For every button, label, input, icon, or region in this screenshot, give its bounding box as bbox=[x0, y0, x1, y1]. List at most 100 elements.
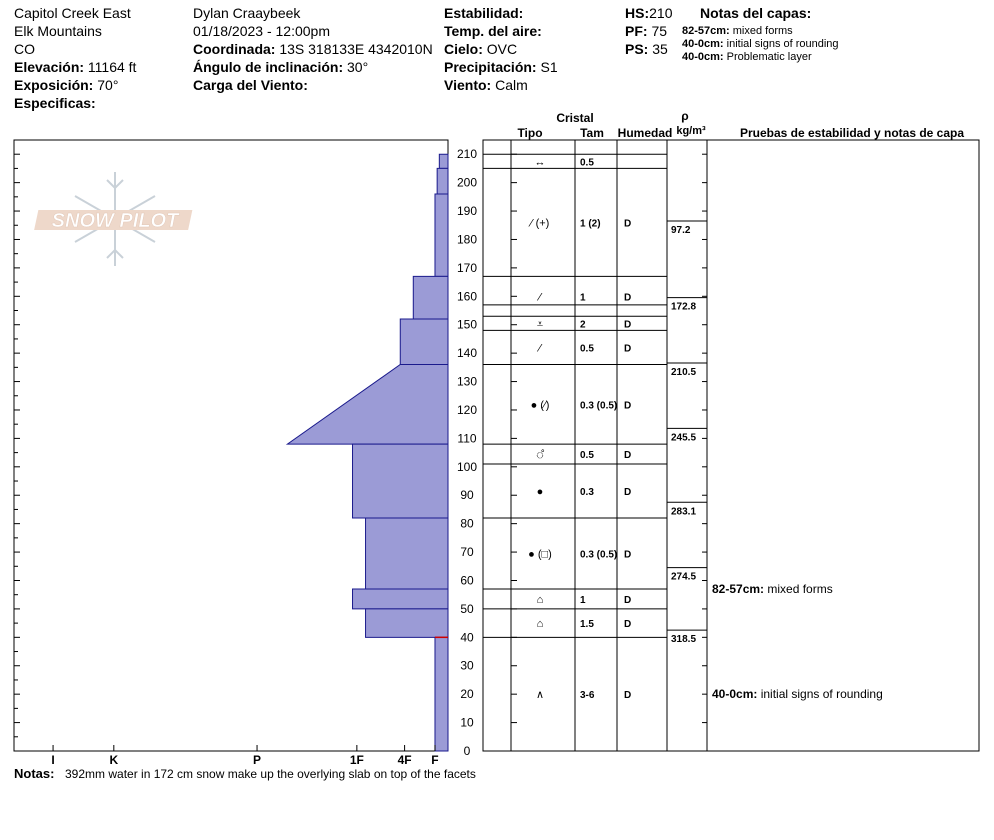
layer-type: ∧ bbox=[536, 689, 544, 701]
col-rho: ρ bbox=[681, 109, 688, 123]
depth-label: 40 bbox=[460, 630, 474, 644]
depth-label: 60 bbox=[460, 573, 474, 587]
layer-moisture: D bbox=[624, 218, 631, 229]
notes-label: Notas: bbox=[14, 766, 54, 781]
density-value: 210.5 bbox=[671, 367, 696, 378]
observer: Dylan Craaybeek bbox=[193, 5, 301, 21]
depth-label: 20 bbox=[460, 687, 474, 701]
depth-label: 0 bbox=[464, 744, 471, 758]
test-note-range: 40-0cm: bbox=[712, 687, 761, 701]
layer-note: 40-0cm: initial signs of rounding bbox=[682, 38, 839, 50]
hardness-label: 4F bbox=[398, 753, 412, 767]
location: Capitol Creek East bbox=[14, 5, 131, 21]
layer-note: 82-57cm: mixed forms bbox=[682, 25, 793, 37]
header-col3: Estabilidad: Temp. del aire: Cielo: OVC … bbox=[444, 4, 558, 94]
depth-label: 160 bbox=[457, 289, 477, 303]
hardness-segment bbox=[352, 443, 449, 519]
depth-label: 110 bbox=[457, 431, 476, 445]
layer-moisture: D bbox=[624, 319, 631, 330]
layer-moisture: D bbox=[624, 450, 631, 461]
layer-size: 2 bbox=[580, 319, 586, 330]
depth-label: 50 bbox=[460, 602, 474, 616]
header-col1: Capitol Creek East Elk Mountains CO Elev… bbox=[14, 4, 136, 112]
layer-type: ⩡ bbox=[537, 318, 543, 330]
depth-label: 180 bbox=[457, 232, 477, 246]
layer-size: 0.3 (0.5) bbox=[580, 549, 617, 560]
layer-type: ● (⁄) bbox=[531, 399, 550, 411]
layer-moisture: D bbox=[624, 595, 631, 606]
test-notes: 82-57cm: mixed forms 40-0cm: initial sign… bbox=[712, 582, 883, 701]
layer-moisture: D bbox=[624, 487, 631, 498]
state: CO bbox=[14, 41, 35, 57]
depth-label: 120 bbox=[457, 403, 477, 417]
layer-type: ⌂ bbox=[537, 618, 544, 630]
depth-label: 80 bbox=[460, 517, 474, 531]
layer-type: ● bbox=[537, 486, 544, 498]
density-value: 274.5 bbox=[671, 572, 696, 583]
layer-notes-list: 82-57cm: mixed forms 40-0cm: initial sig… bbox=[682, 25, 839, 64]
layer-type: ● (□) bbox=[528, 548, 552, 560]
layer-size: 1.5 bbox=[580, 619, 594, 630]
layer-moisture: D bbox=[624, 549, 631, 560]
layer-size: 0.5 bbox=[580, 450, 594, 461]
snowpilot-logo: SNOW PILOT bbox=[34, 172, 193, 266]
col-tests: Pruebas de estabilidad y notas de capa bbox=[740, 126, 964, 140]
hardness-segment bbox=[285, 364, 449, 445]
depth-label: 130 bbox=[457, 375, 477, 389]
test-note: 82-57cm: mixed forms bbox=[712, 582, 833, 596]
layer-notes: Notas del capas: bbox=[700, 4, 811, 22]
datetime: 01/18/2023 - 12:00pm bbox=[193, 23, 330, 39]
stability: Estabilidad: bbox=[444, 5, 524, 21]
hs: HS:210 bbox=[625, 5, 673, 21]
depth-label: 140 bbox=[457, 346, 477, 360]
hardness-segment bbox=[434, 636, 449, 752]
pf: PF: 75 bbox=[625, 23, 668, 39]
air-temp: Temp. del aire: bbox=[444, 23, 542, 39]
layer-size: 0.3 (0.5) bbox=[580, 400, 617, 411]
layer-moisture: D bbox=[624, 400, 631, 411]
hardness-label: I bbox=[51, 753, 54, 767]
wind-load: Carga del Viento: bbox=[193, 77, 308, 93]
hardness-profile bbox=[285, 153, 449, 752]
precipitation: Precipitación: S1 bbox=[444, 59, 558, 75]
notes-text: 392mm water in 172 cm snow make up the o… bbox=[65, 767, 476, 781]
coordinate: Coordinada: 13S 318133E 4342010N bbox=[193, 41, 433, 57]
depth-label: 150 bbox=[457, 318, 477, 332]
density-rows: 97.2 172.8 210.5 245.5 283.1 274.5 318.5 bbox=[667, 220, 707, 645]
hardness-segment bbox=[412, 275, 449, 320]
layer-type: ⁄ bbox=[536, 342, 543, 354]
hardness-label: 1F bbox=[350, 753, 364, 767]
wind: Viento: Calm bbox=[444, 77, 528, 93]
density-value: 318.5 bbox=[671, 634, 696, 645]
range: Elk Mountains bbox=[14, 23, 102, 39]
specifics: Especificas: bbox=[14, 95, 96, 111]
layer-type: ↔ bbox=[535, 156, 546, 168]
header-col2: Dylan Craaybeek 01/18/2023 - 12:00pm Coo… bbox=[193, 4, 433, 94]
layer-size: 3-6 bbox=[580, 690, 595, 701]
test-note: 40-0cm: initial signs of rounding bbox=[712, 687, 883, 701]
hardness-segment bbox=[438, 153, 449, 169]
layer-table-frame bbox=[482, 139, 980, 752]
ps: PS: 35 bbox=[625, 41, 668, 57]
layer-size: 1 bbox=[580, 595, 586, 606]
logo-band bbox=[34, 210, 193, 230]
depth-label: 210 bbox=[457, 147, 477, 161]
layer-moisture: D bbox=[624, 343, 631, 354]
slope-angle: Ángulo de inclinación: 30° bbox=[193, 59, 369, 75]
density-value: 97.2 bbox=[671, 225, 691, 236]
col-moisture: Humedad bbox=[618, 126, 673, 140]
header-col4: HS:210 PF: 75 PS: 35 bbox=[625, 4, 672, 58]
hardness-label: F bbox=[431, 753, 438, 767]
sky: Cielo: OVC bbox=[444, 41, 518, 57]
depth-label: 200 bbox=[457, 176, 477, 190]
hardness-segment bbox=[399, 318, 449, 366]
layer-size: 1 bbox=[580, 292, 586, 303]
hardness-axis: I K P 1F 4F F bbox=[51, 745, 439, 767]
layer-moisture: D bbox=[624, 292, 631, 303]
layer-size: 0.5 bbox=[580, 343, 594, 354]
layer-rows: ↔ 0.5 ⁄ (+) 1 (2) D ⁄ 1 D ⩡ 2 D ⁄ 0.5 D ● (⁄) 0.3 (0.5)… bbox=[483, 153, 707, 752]
density-value: 245.5 bbox=[671, 432, 696, 443]
col-size: Tam bbox=[580, 126, 604, 140]
layer-note: 40-0cm: Problematic layer bbox=[682, 51, 812, 63]
